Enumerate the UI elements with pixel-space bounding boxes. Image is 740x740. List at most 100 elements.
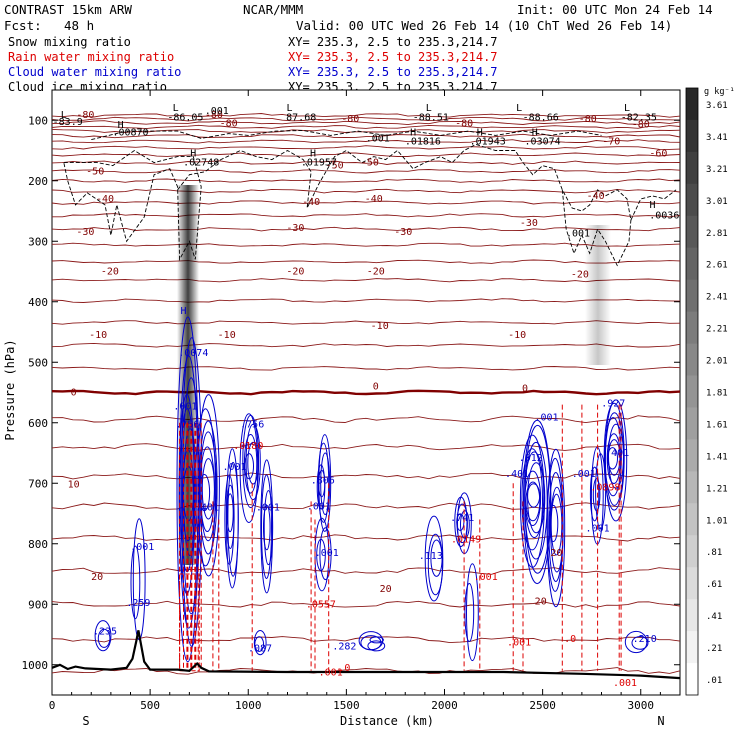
cloud-water-contour — [589, 466, 600, 522]
legend-cloud-name: Cloud water mixing ratio — [8, 65, 181, 79]
cloud-water-contour — [369, 636, 384, 644]
temperature-contour — [51, 200, 681, 205]
snow-label: .01943 — [470, 136, 506, 147]
temperature-contour — [51, 534, 681, 542]
snow-label: .001 — [205, 106, 229, 117]
temperature-label: -50 — [86, 167, 104, 178]
snow-label: .00870 — [112, 127, 148, 138]
legend-snow-name: Snow mixing ratio — [8, 35, 131, 49]
cloud-water-label: .210 — [633, 634, 657, 645]
colorbar-swatch — [686, 599, 698, 632]
temperature-label: 20 — [91, 572, 103, 583]
cloud-water-contour — [197, 394, 220, 577]
x-tick-label: 3000 — [628, 699, 655, 712]
cloud-water-label: .001 — [534, 412, 558, 423]
rain-water-label: .001 — [319, 668, 343, 679]
temperature-contour — [51, 600, 681, 608]
cloud-water-contour — [320, 452, 331, 516]
cloud-water-label: .235 — [93, 627, 117, 638]
x-tick-label: 0 — [49, 699, 56, 712]
colorbar-label: 1.81 — [706, 389, 728, 399]
cloud-water-contour — [263, 504, 271, 551]
snow-label: L — [61, 110, 67, 121]
temperature-contour — [51, 298, 681, 303]
colorbar-swatch — [686, 119, 698, 153]
header-center: NCAR/MMM — [243, 2, 303, 17]
temperature-contour — [51, 667, 681, 675]
colorbar-swatch — [686, 439, 698, 472]
temperature-label: -80 — [632, 120, 650, 131]
cloud-water-contour — [253, 630, 267, 656]
cloud-water-contour — [198, 474, 211, 512]
snow-label: .02748 — [183, 158, 219, 169]
freezing-level-contour — [51, 389, 681, 396]
legend-cloud-xy: XY= 235.3, 2.5 to 235.3,214.7 — [288, 65, 498, 79]
cloud-water-contour — [607, 447, 618, 470]
temperature-contour — [51, 278, 681, 283]
rain-water-label: .001 — [613, 678, 637, 689]
temperature-contour — [51, 502, 681, 510]
colorbar-unit: g kg⁻¹ — [704, 87, 735, 97]
temperature-contour — [51, 152, 681, 157]
legend-snow-xy: XY= 235.3, 2.5 to 235.3,214.7 — [288, 35, 498, 49]
cloud-water-contour — [244, 453, 255, 480]
snow-contour — [63, 149, 202, 262]
snow-contour — [177, 143, 677, 222]
cloud-water-label: .282 — [332, 642, 356, 653]
snow-contours — [63, 130, 677, 267]
temperature-label: -40 — [587, 191, 605, 202]
snow-label: H — [190, 149, 196, 160]
cloud-water-label: .741 — [450, 513, 474, 524]
temperature-contours — [51, 113, 681, 675]
rain-water-label: .0557 — [306, 599, 336, 610]
temperature-label: -60 — [649, 149, 667, 160]
header-fcst-label: Fcst: — [4, 18, 42, 33]
temperature-label: -70 — [602, 136, 620, 147]
cloud-water-contour — [319, 527, 332, 581]
temperature-label: -80 — [341, 114, 359, 125]
temperature-contour — [51, 178, 681, 183]
temperature-label: -20 — [101, 267, 119, 278]
temperature-contour — [51, 366, 681, 371]
legend-rain-xy: XY= 235.3, 2.5 to 235.3,214.7 — [288, 50, 498, 64]
cloud-water-contour — [548, 504, 559, 543]
temperature-contour — [51, 636, 681, 644]
y-tick-label: 600 — [28, 417, 48, 430]
temperature-label: 20 — [550, 548, 562, 559]
temperature-contour — [51, 133, 681, 139]
colorbar-label: 1.21 — [706, 484, 728, 494]
y-tick-label: 800 — [28, 538, 48, 551]
snow-label: L — [516, 103, 522, 114]
colorbar-swatch — [686, 247, 698, 281]
snow-label: L — [286, 103, 292, 114]
cloud-water-label: .401 — [605, 448, 629, 459]
x-end-label-south: S — [82, 714, 89, 728]
snow-label: -88.66 — [523, 112, 559, 123]
temperature-label: -10 — [218, 330, 236, 341]
temperature-contour — [51, 113, 681, 118]
cloud-water-label: .401 — [505, 469, 529, 480]
x-tick-label: 1500 — [333, 699, 360, 712]
header-fcst-value: 48 h — [64, 18, 94, 33]
cloud-water-contour — [624, 630, 648, 654]
colorbar-label: 3.41 — [706, 133, 728, 143]
x-end-label-north: N — [657, 714, 664, 728]
cloud-water-contour — [631, 636, 649, 650]
temperature-label: 0 — [373, 382, 379, 393]
colorbar-label: 1.61 — [706, 420, 728, 430]
colorbar-label: 1.41 — [706, 452, 728, 462]
temperature-label: -40 — [302, 197, 320, 208]
cloud-water-contour — [247, 441, 259, 485]
y-tick-label: 500 — [28, 356, 48, 369]
cloud-water-contour — [524, 470, 542, 526]
cloud-water-contour — [226, 484, 235, 550]
snow-label: H — [532, 127, 538, 138]
x-tick-label: 1000 — [235, 699, 262, 712]
cloud-water-contour — [226, 493, 234, 533]
colorbar-label: 2.61 — [706, 261, 728, 271]
y-tick-label: 400 — [28, 296, 48, 309]
temperature-label: -80 — [220, 118, 238, 129]
colorbar-swatch — [686, 88, 698, 121]
temperature-contour — [51, 226, 681, 232]
